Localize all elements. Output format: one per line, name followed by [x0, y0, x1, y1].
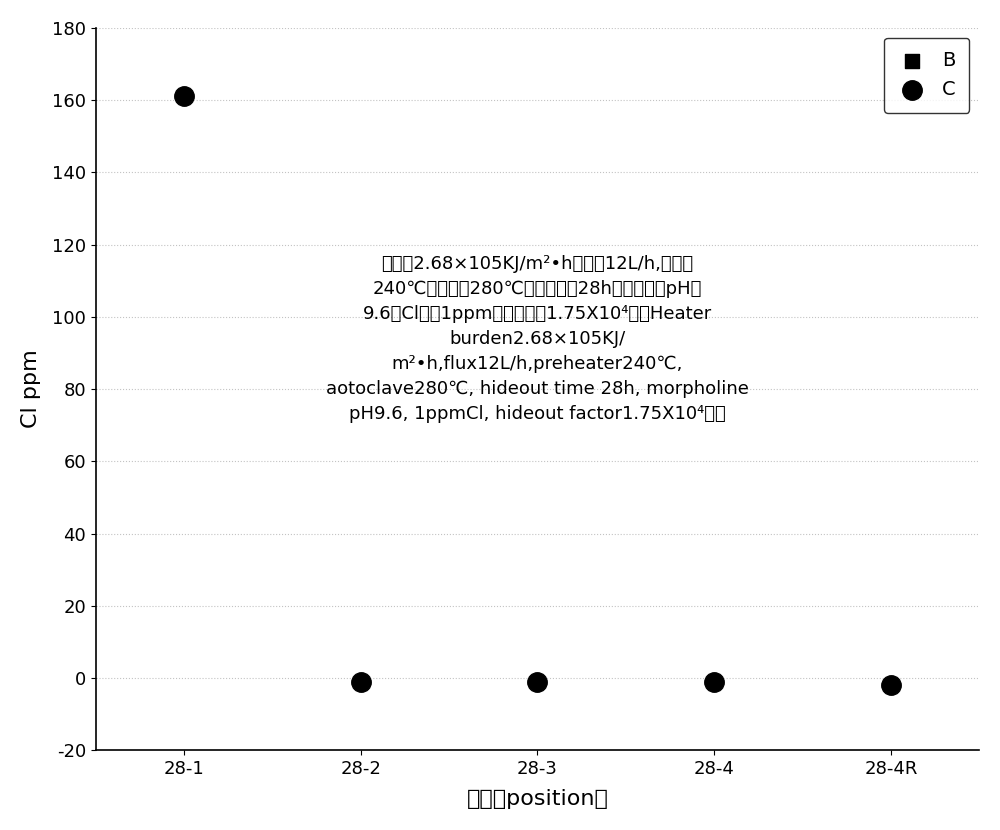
X-axis label: 位置（position）: 位置（position） [467, 789, 608, 809]
Text: 热负荷2.68×105KJ/m²•h，流量12L/h,预热器
240℃，高温釜280℃，浓集时间28h，吗啉调节pH为
9.6，Cl浓度1ppm，浓集因子1.7: 热负荷2.68×105KJ/m²•h，流量12L/h,预热器 240℃，高温釜2… [326, 255, 749, 422]
C [529, 675, 545, 688]
C [353, 675, 369, 688]
C [706, 675, 722, 688]
C [883, 679, 899, 692]
Legend: B, C: B, C [884, 37, 969, 113]
Y-axis label: Cl ppm: Cl ppm [21, 349, 41, 428]
C [176, 90, 192, 103]
